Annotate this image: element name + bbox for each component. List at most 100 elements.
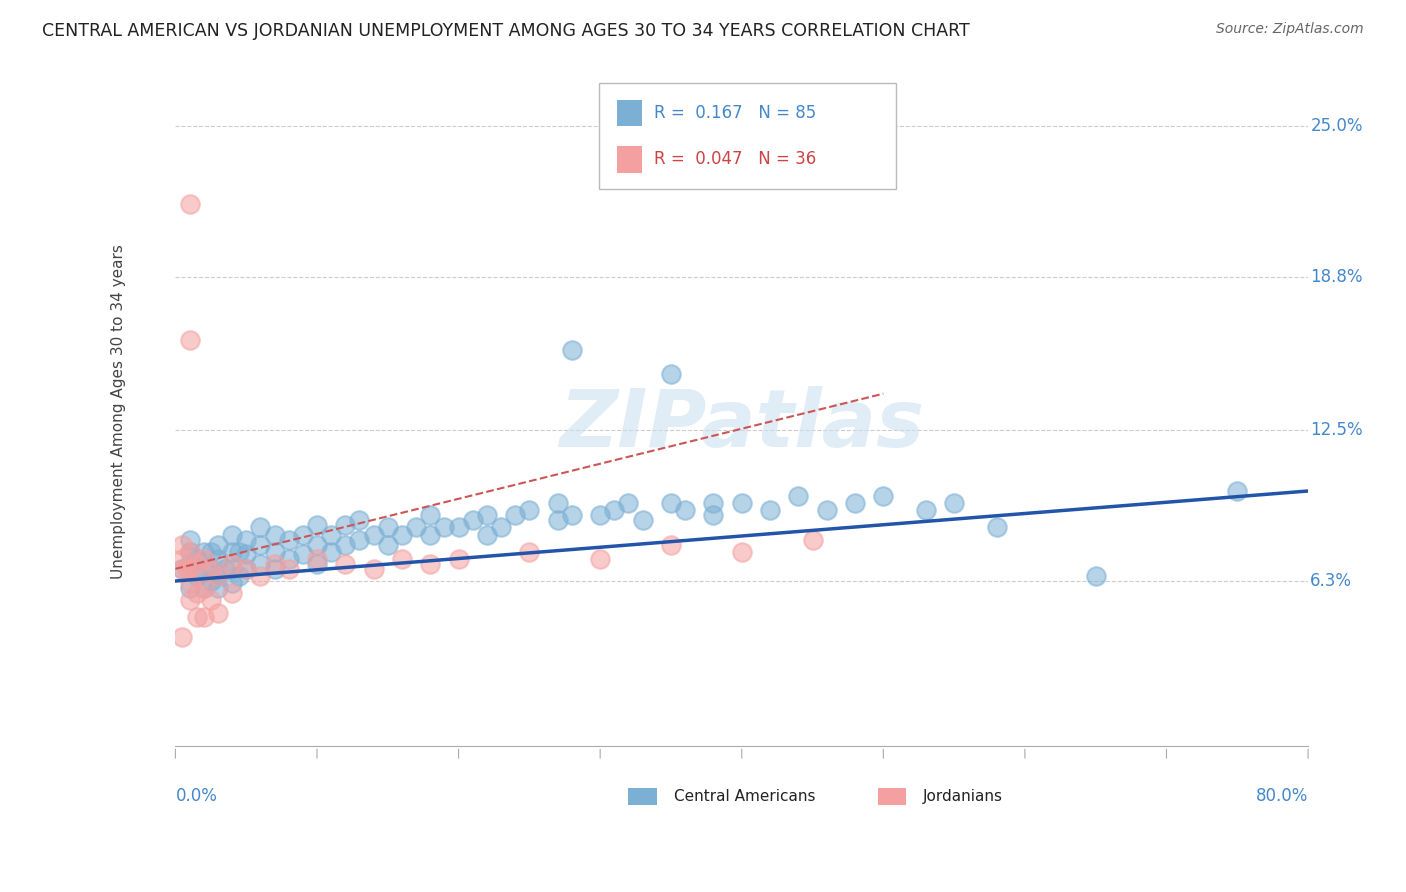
Point	[561, 343, 583, 357]
Point	[172, 537, 194, 551]
Point	[263, 557, 285, 571]
Point	[377, 537, 399, 551]
Point	[363, 562, 385, 576]
Point	[335, 557, 357, 571]
Text: 80.0%: 80.0%	[1256, 787, 1308, 805]
Point	[221, 586, 243, 600]
FancyBboxPatch shape	[628, 789, 657, 805]
Point	[249, 569, 271, 583]
Point	[291, 547, 314, 561]
Point	[547, 513, 569, 527]
Point	[221, 545, 243, 559]
Point	[433, 520, 456, 534]
Point	[235, 562, 257, 576]
Point	[179, 333, 201, 347]
Point	[179, 545, 201, 559]
Point	[1084, 569, 1107, 583]
Point	[519, 503, 541, 517]
Text: 25.0%: 25.0%	[1310, 117, 1362, 135]
Point	[419, 508, 441, 523]
Text: ZIPatlas: ZIPatlas	[560, 386, 924, 465]
Point	[914, 503, 936, 517]
Point	[419, 557, 441, 571]
Text: Central Americans: Central Americans	[673, 789, 815, 804]
Point	[249, 537, 271, 551]
Point	[787, 489, 810, 503]
Point	[172, 552, 194, 566]
Point	[561, 508, 583, 523]
Point	[193, 582, 215, 596]
Text: 18.8%: 18.8%	[1310, 268, 1362, 286]
Point	[461, 513, 484, 527]
Point	[943, 496, 966, 510]
Point	[321, 528, 343, 542]
Point	[447, 552, 470, 566]
Text: CENTRAL AMERICAN VS JORDANIAN UNEMPLOYMENT AMONG AGES 30 TO 34 YEARS CORRELATION: CENTRAL AMERICAN VS JORDANIAN UNEMPLOYME…	[42, 22, 970, 40]
Point	[207, 582, 229, 596]
Point	[221, 528, 243, 542]
Point	[547, 496, 569, 510]
Point	[1226, 483, 1249, 498]
FancyBboxPatch shape	[877, 789, 905, 805]
Point	[872, 489, 894, 503]
Point	[659, 537, 682, 551]
Point	[475, 528, 498, 542]
Point	[179, 557, 201, 571]
Point	[291, 528, 314, 542]
Point	[277, 552, 299, 566]
Point	[193, 562, 215, 576]
Point	[186, 610, 208, 624]
Point	[193, 552, 215, 566]
Point	[844, 496, 866, 510]
Point	[176, 562, 198, 576]
Point	[172, 562, 194, 576]
Point	[235, 533, 257, 547]
Point	[214, 562, 236, 576]
Point	[228, 569, 250, 583]
Point	[702, 496, 724, 510]
Point	[200, 593, 222, 607]
Text: R =  0.047   N = 36: R = 0.047 N = 36	[654, 151, 815, 169]
Text: 0.0%: 0.0%	[176, 787, 218, 805]
Point	[759, 503, 782, 517]
Point	[200, 545, 222, 559]
Point	[186, 552, 208, 566]
Point	[263, 528, 285, 542]
Point	[659, 368, 682, 382]
Point	[221, 576, 243, 591]
Point	[801, 533, 824, 547]
Point	[207, 552, 229, 566]
Text: Source: ZipAtlas.com: Source: ZipAtlas.com	[1216, 22, 1364, 37]
Point	[305, 557, 328, 571]
Point	[349, 533, 371, 547]
Point	[193, 582, 215, 596]
Point	[305, 552, 328, 566]
Point	[186, 557, 208, 571]
Point	[249, 557, 271, 571]
Point	[363, 528, 385, 542]
Point	[305, 537, 328, 551]
Point	[335, 537, 357, 551]
Point	[377, 520, 399, 534]
Point	[631, 513, 654, 527]
Point	[179, 576, 201, 591]
Point	[589, 508, 612, 523]
Point	[391, 528, 413, 542]
Point	[221, 557, 243, 571]
Point	[277, 562, 299, 576]
Point	[731, 545, 754, 559]
Point	[263, 545, 285, 559]
Point	[603, 503, 626, 517]
Point	[193, 545, 215, 559]
Point	[186, 586, 208, 600]
Point	[321, 545, 343, 559]
Point	[673, 503, 696, 517]
Point	[228, 545, 250, 559]
Point	[179, 545, 201, 559]
Point	[475, 508, 498, 523]
Point	[200, 562, 222, 576]
Point	[519, 545, 541, 559]
Point	[179, 533, 201, 547]
Point	[447, 520, 470, 534]
Point	[179, 562, 201, 576]
